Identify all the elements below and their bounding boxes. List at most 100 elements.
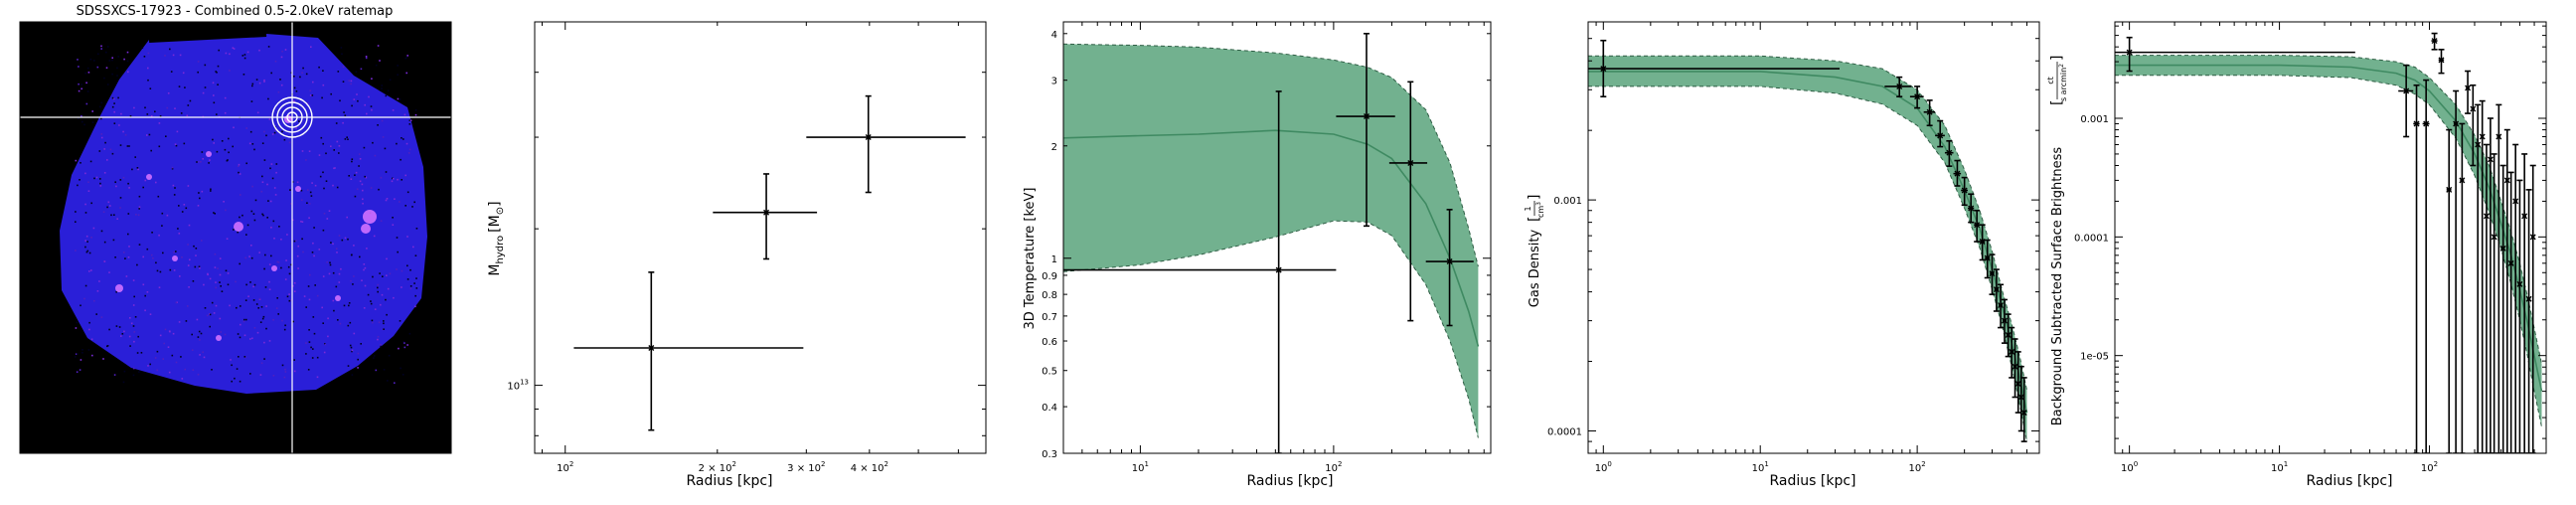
pixel-noise	[361, 183, 364, 186]
pixel-noise	[257, 307, 259, 309]
point-marker	[2479, 133, 2486, 140]
pixel-noise	[155, 181, 157, 184]
pixel-noise	[286, 234, 288, 236]
brightness-data-point	[2431, 32, 2438, 51]
pixel-noise	[242, 214, 243, 217]
pixel-noise	[326, 261, 328, 263]
pixel-noise	[309, 191, 312, 194]
pixel-noise	[273, 131, 276, 134]
pixel-noise	[166, 106, 169, 109]
temperature-band-lower	[1063, 220, 1479, 438]
pixel-noise	[275, 171, 277, 174]
y-tick-label: 1e-05	[2080, 352, 2109, 363]
pixel-noise	[373, 235, 376, 238]
pixel-noise	[103, 241, 106, 244]
pixel-noise	[261, 175, 263, 178]
pixel-noise	[248, 142, 251, 145]
pixel-noise	[84, 240, 86, 242]
pixel-noise	[185, 320, 188, 322]
bright-source	[115, 284, 123, 292]
pixel-noise	[227, 159, 229, 161]
pixel-noise	[307, 189, 309, 191]
pixel-noise	[393, 296, 395, 299]
pixel-noise	[314, 284, 316, 286]
pixel-noise	[215, 71, 217, 73]
pixel-noise	[140, 352, 143, 354]
pixel-noise	[276, 297, 278, 299]
pixel-noise	[377, 124, 379, 126]
pixel-noise	[147, 67, 149, 70]
pixel-noise	[123, 58, 125, 61]
marker-ring	[286, 111, 298, 123]
point-marker	[2503, 177, 2510, 184]
pixel-noise	[91, 354, 93, 357]
pixel-noise	[400, 158, 402, 161]
pixel-noise	[404, 205, 406, 207]
pixel-noise	[177, 228, 179, 230]
pixel-noise	[406, 191, 409, 194]
pixel-noise	[277, 261, 280, 263]
pixel-noise	[125, 275, 128, 277]
pixel-noise	[380, 344, 382, 346]
pixel-noise	[216, 113, 218, 115]
pixel-noise	[106, 159, 108, 161]
pixel-noise	[258, 297, 261, 300]
x-tick-label: 102	[2421, 460, 2438, 474]
pixel-noise	[288, 272, 291, 275]
pixel-noise	[149, 313, 152, 315]
pixel-noise	[406, 278, 409, 280]
pixel-noise	[382, 136, 385, 138]
pixel-noise	[181, 378, 184, 380]
pixel-noise	[245, 283, 247, 286]
pixel-noise	[181, 211, 184, 213]
pixel-noise	[201, 190, 204, 193]
pixel-noise	[150, 115, 153, 117]
pixel-noise	[87, 181, 89, 183]
pixel-noise	[288, 299, 291, 302]
pixel-noise	[240, 323, 242, 326]
pixel-noise	[265, 327, 267, 330]
pixel-noise	[293, 290, 296, 292]
pixel-noise	[325, 180, 328, 182]
pixel-noise	[327, 317, 329, 320]
pixel-noise	[284, 278, 287, 280]
pixel-noise	[292, 284, 294, 287]
pixel-noise	[210, 188, 212, 191]
pixel-noise	[178, 233, 181, 235]
pixel-noise	[284, 368, 286, 371]
pixel-noise	[154, 357, 157, 359]
density-data-point	[1884, 76, 1912, 98]
pixel-noise	[274, 129, 276, 131]
pixel-noise	[312, 348, 314, 350]
pixel-noise	[80, 87, 82, 90]
pixel-noise	[176, 130, 179, 133]
pixel-noise	[387, 89, 390, 92]
pixel-noise	[306, 101, 309, 104]
pixel-noise	[191, 333, 193, 336]
pixel-noise	[270, 227, 272, 229]
pixel-noise	[120, 112, 122, 115]
pixel-noise	[338, 145, 341, 147]
pixel-noise	[111, 73, 113, 76]
density-data-point	[1968, 193, 1975, 224]
pixel-noise	[348, 175, 350, 177]
pixel-noise	[370, 187, 373, 189]
pixel-noise	[362, 198, 364, 201]
pixel-noise	[338, 235, 341, 237]
pixel-noise	[265, 134, 267, 137]
pixel-noise	[201, 240, 203, 242]
pixel-noise	[100, 101, 103, 104]
pixel-noise	[181, 256, 183, 258]
pixel-noise	[226, 238, 229, 240]
pixel-noise	[393, 178, 395, 180]
pixel-noise	[138, 208, 140, 210]
pixel-noise	[318, 249, 321, 251]
pixel-noise	[80, 304, 81, 307]
pixel-noise	[144, 309, 146, 312]
pixel-noise	[146, 291, 149, 293]
pixel-noise	[105, 67, 108, 69]
density-band-lower	[1588, 85, 2027, 442]
pixel-noise	[411, 206, 413, 208]
pixel-noise	[323, 351, 326, 354]
